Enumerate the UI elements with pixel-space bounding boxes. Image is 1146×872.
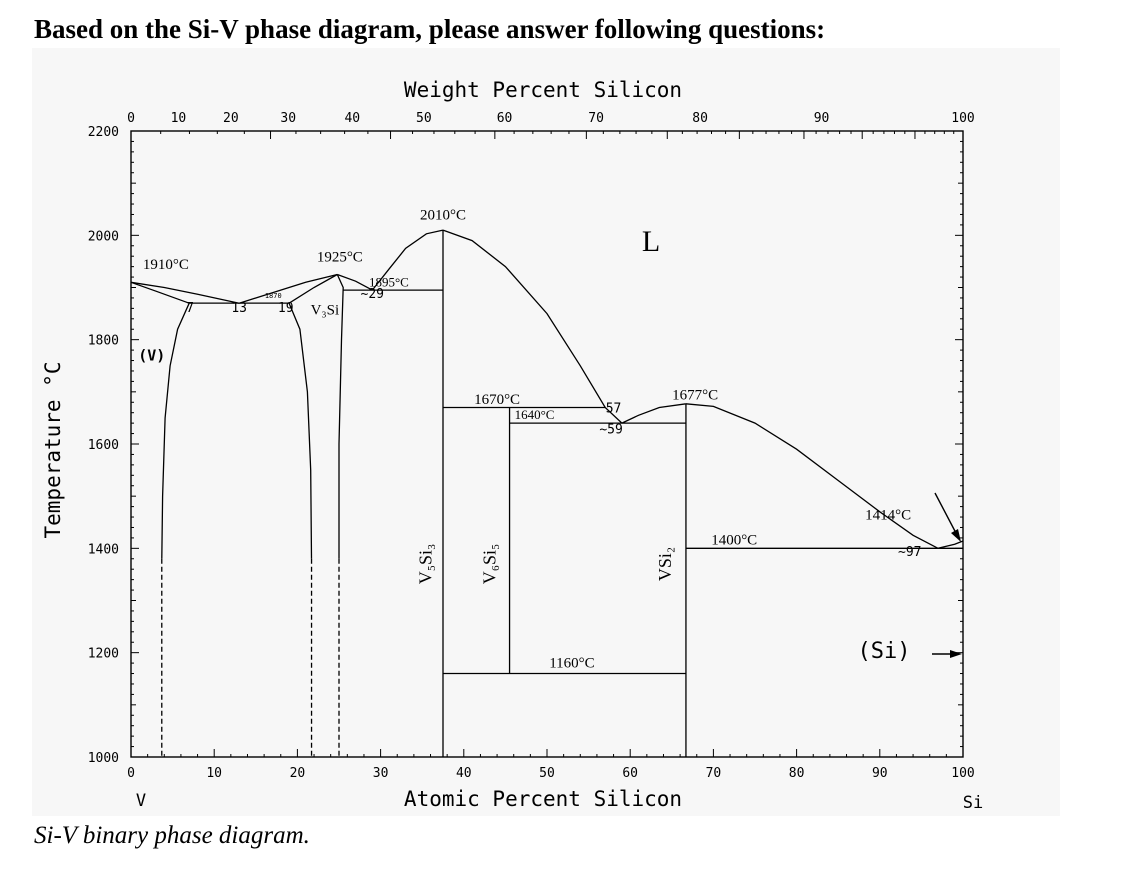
arrow-si-head: [950, 650, 962, 658]
liquidus-v3si-left: [239, 273, 338, 304]
v3si-left-boundary: [288, 302, 313, 559]
compound-label: VSi₂: [655, 547, 675, 581]
liquidus-v5si3-right: [442, 229, 623, 424]
atomic-tick-label: 80: [789, 766, 805, 781]
compound-label: V₆Si₅: [479, 544, 499, 585]
composition-label: ~97: [898, 545, 921, 560]
right-element-label: Si: [963, 793, 983, 813]
left-element-label: V: [136, 791, 146, 811]
axis-ticks: [130, 130, 964, 758]
phase-label: L: [642, 225, 660, 258]
y-tick-label: 1400: [88, 542, 119, 557]
weight-tick-label: 70: [588, 111, 604, 126]
atomic-tick-label: 40: [456, 766, 472, 781]
atomic-tick-label: 60: [622, 766, 638, 781]
temperature-label: 1925°C: [317, 249, 363, 265]
figure-caption: Si-V binary phase diagram.: [34, 822, 310, 849]
weight-tick-label: 50: [416, 111, 432, 126]
composition-label: 57: [606, 402, 622, 417]
composition-label: ~59: [599, 423, 622, 438]
liquidus-vsi2-left: [621, 403, 686, 424]
phase-label: (V): [138, 347, 165, 365]
liquidus-v-side: [130, 281, 240, 304]
composition-label: ~29: [361, 287, 384, 302]
weight-tick-label: 80: [692, 111, 708, 126]
atomic-tick-label: 100: [951, 766, 974, 781]
y-tick-label: 1800: [88, 334, 119, 349]
arrow-1414-head: [951, 529, 961, 542]
temperature-label: 1677°C: [672, 388, 718, 404]
y-axis-title: Temperature °C: [41, 361, 65, 538]
atomic-tick-label: 70: [706, 766, 722, 781]
composition-label: 19: [278, 301, 294, 316]
liquidus-v5si3-left: [371, 229, 444, 291]
y-tick-label: 1000: [88, 751, 119, 766]
phase-label: (Si): [857, 639, 910, 664]
liquidus-v3si-right: [337, 273, 373, 291]
liquidus-vsi2-right: [685, 403, 939, 549]
temperature-label: 1400°C: [711, 533, 757, 549]
atomic-tick-label: 0: [127, 766, 135, 781]
composition-label: 7: [186, 301, 194, 316]
v-solvus: [161, 302, 190, 559]
v3si-right-boundary: [336, 274, 344, 559]
compound-label: V₅Si₃: [415, 544, 435, 585]
liquidus-si-side: [937, 540, 964, 549]
atomic-tick-label: 50: [539, 766, 555, 781]
y-tick-label: 1600: [88, 438, 119, 453]
weight-tick-label: 20: [223, 111, 239, 126]
weight-tick-label: 40: [344, 111, 360, 126]
temperature-label: 2010°C: [420, 208, 466, 224]
arrow-1414: [934, 492, 958, 536]
temperature-label: 1640°C: [515, 407, 555, 422]
y-tick-label: 2000: [88, 229, 119, 244]
top-axis-title: Weight Percent Silicon: [404, 78, 682, 102]
temperature-label: 1895°C: [369, 274, 409, 289]
weight-tick-label: 100: [951, 111, 974, 126]
weight-tick-label: 0: [127, 111, 135, 126]
weight-tick-label: 30: [280, 111, 296, 126]
temperature-label: 1414°C: [865, 508, 911, 524]
composition-label: 1870: [265, 292, 282, 300]
question-heading: Based on the Si-V phase diagram, please …: [34, 14, 826, 44]
plot-frame: [130, 130, 964, 758]
weight-tick-label: 10: [171, 111, 187, 126]
bottom-axis-title: Atomic Percent Silicon: [404, 787, 682, 811]
y-tick-label: 2200: [88, 125, 119, 140]
weight-tick-label: 90: [814, 111, 830, 126]
y-tick-label: 1200: [88, 647, 119, 662]
atomic-tick-label: 10: [206, 766, 222, 781]
v3si-solidus-left: [288, 273, 338, 304]
composition-label: 13: [231, 301, 247, 316]
atomic-tick-label: 30: [373, 766, 389, 781]
phase-diagram-figure: [32, 48, 1060, 816]
temperature-label: 1910°C: [143, 257, 189, 273]
solidus-v-side: [130, 281, 190, 304]
atomic-tick-label: 20: [290, 766, 306, 781]
atomic-tick-label: 90: [872, 766, 888, 781]
plot-border: [130, 130, 964, 758]
phase-boundaries: [130, 229, 964, 757]
temperature-label: 1160°C: [549, 655, 594, 671]
temperature-label: 1670°C: [474, 392, 520, 408]
phase-label: V₃Si: [311, 303, 340, 319]
weight-tick-label: 60: [497, 111, 513, 126]
